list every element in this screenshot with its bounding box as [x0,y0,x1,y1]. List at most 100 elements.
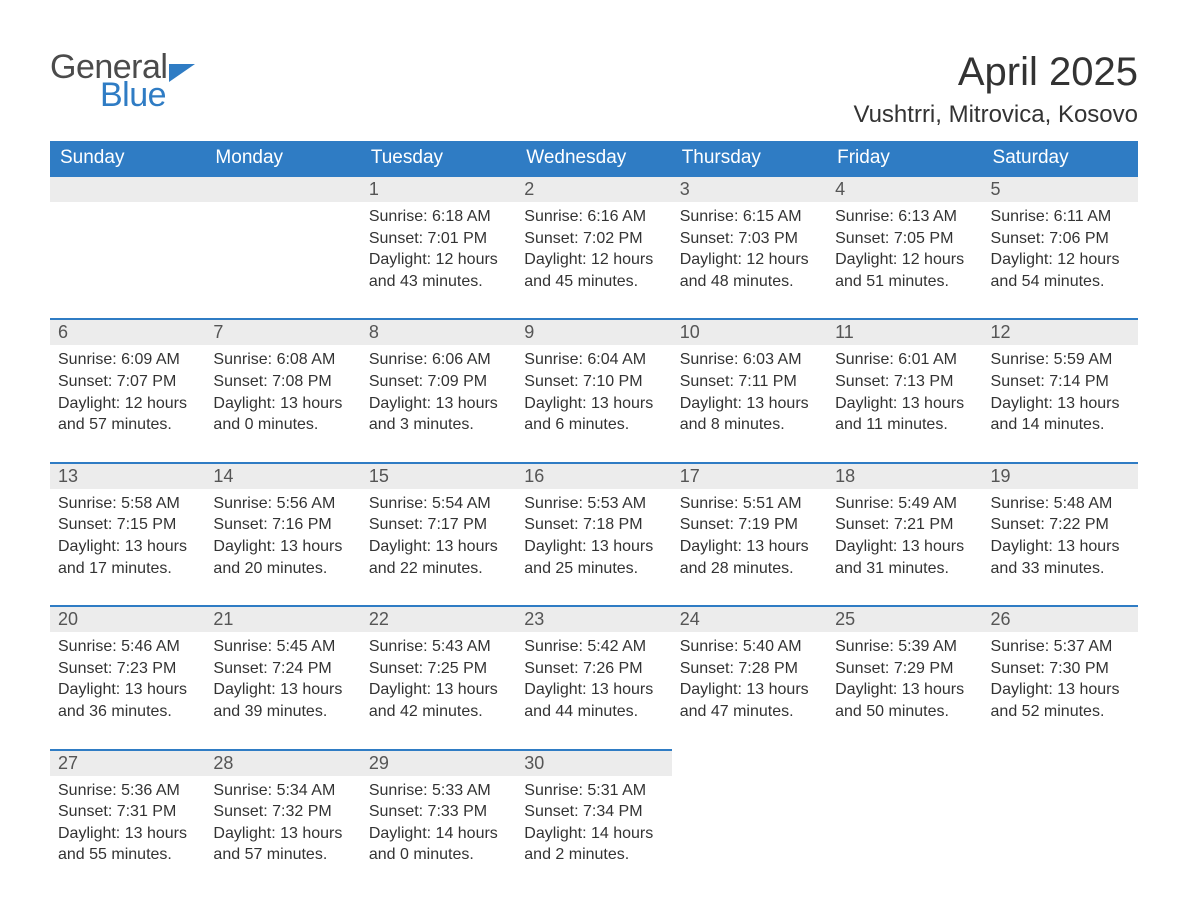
calendar-cell: 4Sunrise: 6:13 AMSunset: 7:05 PMDaylight… [827,176,982,319]
day-line-sunset: Sunset: 7:33 PM [369,801,508,823]
day-line-sunrise: Sunrise: 5:59 AM [991,349,1130,371]
day-line-dl2: and 57 minutes. [58,414,197,436]
day-body: Sunrise: 5:46 AMSunset: 7:23 PMDaylight:… [50,632,205,748]
day-number: 10 [672,320,827,345]
day-body: Sunrise: 5:36 AMSunset: 7:31 PMDaylight:… [50,776,205,892]
weekday-header: Wednesday [516,141,671,176]
calendar-cell: 26Sunrise: 5:37 AMSunset: 7:30 PMDayligh… [983,606,1138,749]
calendar-cell: 21Sunrise: 5:45 AMSunset: 7:24 PMDayligh… [205,606,360,749]
day-line-dl2: and 48 minutes. [680,271,819,293]
calendar-cell: 22Sunrise: 5:43 AMSunset: 7:25 PMDayligh… [361,606,516,749]
day-number [827,750,982,775]
day-line-dl1: Daylight: 12 hours [680,249,819,271]
day-number: 9 [516,320,671,345]
day-line-sunrise: Sunrise: 5:56 AM [213,493,352,515]
day-line-dl2: and 57 minutes. [213,844,352,866]
day-number: 6 [50,320,205,345]
day-body: Sunrise: 5:45 AMSunset: 7:24 PMDaylight:… [205,632,360,748]
day-body: Sunrise: 5:39 AMSunset: 7:29 PMDaylight:… [827,632,982,748]
weekday-header: Friday [827,141,982,176]
day-line-sunset: Sunset: 7:08 PM [213,371,352,393]
day-line-sunset: Sunset: 7:34 PM [524,801,663,823]
day-body: Sunrise: 5:54 AMSunset: 7:17 PMDaylight:… [361,489,516,605]
day-line-sunrise: Sunrise: 5:46 AM [58,636,197,658]
day-number [205,177,360,202]
calendar-week: 6Sunrise: 6:09 AMSunset: 7:07 PMDaylight… [50,319,1138,462]
calendar-cell: 5Sunrise: 6:11 AMSunset: 7:06 PMDaylight… [983,176,1138,319]
day-line-dl1: Daylight: 13 hours [369,393,508,415]
day-line-dl2: and 36 minutes. [58,701,197,723]
calendar-week: 27Sunrise: 5:36 AMSunset: 7:31 PMDayligh… [50,750,1138,892]
day-body: Sunrise: 5:42 AMSunset: 7:26 PMDaylight:… [516,632,671,748]
day-line-sunset: Sunset: 7:16 PM [213,514,352,536]
day-line-dl2: and 11 minutes. [835,414,974,436]
calendar-body: 1Sunrise: 6:18 AMSunset: 7:01 PMDaylight… [50,176,1138,892]
day-body: Sunrise: 5:31 AMSunset: 7:34 PMDaylight:… [516,776,671,892]
day-number: 2 [516,177,671,202]
day-line-dl1: Daylight: 13 hours [680,679,819,701]
day-body: Sunrise: 6:15 AMSunset: 7:03 PMDaylight:… [672,202,827,318]
day-line-sunrise: Sunrise: 6:04 AM [524,349,663,371]
day-number: 15 [361,464,516,489]
day-body: Sunrise: 5:33 AMSunset: 7:33 PMDaylight:… [361,776,516,892]
day-line-dl2: and 28 minutes. [680,558,819,580]
calendar-page: General Blue April 2025 Vushtrri, Mitrov… [0,0,1188,912]
day-number: 17 [672,464,827,489]
day-body: Sunrise: 6:18 AMSunset: 7:01 PMDaylight:… [361,202,516,318]
day-line-sunrise: Sunrise: 5:31 AM [524,780,663,802]
day-line-dl2: and 25 minutes. [524,558,663,580]
day-number: 23 [516,607,671,632]
calendar-week: 13Sunrise: 5:58 AMSunset: 7:15 PMDayligh… [50,463,1138,606]
day-line-sunset: Sunset: 7:10 PM [524,371,663,393]
calendar-cell: 13Sunrise: 5:58 AMSunset: 7:15 PMDayligh… [50,463,205,606]
day-line-dl2: and 47 minutes. [680,701,819,723]
day-line-sunset: Sunset: 7:02 PM [524,228,663,250]
day-line-dl2: and 45 minutes. [524,271,663,293]
calendar-cell: 18Sunrise: 5:49 AMSunset: 7:21 PMDayligh… [827,463,982,606]
day-line-sunset: Sunset: 7:30 PM [991,658,1130,680]
day-number: 26 [983,607,1138,632]
day-number: 8 [361,320,516,345]
day-line-sunset: Sunset: 7:22 PM [991,514,1130,536]
day-line-sunset: Sunset: 7:13 PM [835,371,974,393]
day-line-dl2: and 44 minutes. [524,701,663,723]
day-body: Sunrise: 5:37 AMSunset: 7:30 PMDaylight:… [983,632,1138,748]
day-line-sunrise: Sunrise: 5:58 AM [58,493,197,515]
day-line-dl2: and 52 minutes. [991,701,1130,723]
day-line-dl1: Daylight: 14 hours [369,823,508,845]
day-number: 19 [983,464,1138,489]
day-body: Sunrise: 6:11 AMSunset: 7:06 PMDaylight:… [983,202,1138,318]
day-line-sunset: Sunset: 7:03 PM [680,228,819,250]
day-line-sunset: Sunset: 7:25 PM [369,658,508,680]
day-body: Sunrise: 5:43 AMSunset: 7:25 PMDaylight:… [361,632,516,748]
day-number: 18 [827,464,982,489]
day-line-dl1: Daylight: 13 hours [524,679,663,701]
day-line-sunset: Sunset: 7:01 PM [369,228,508,250]
calendar-week: 1Sunrise: 6:18 AMSunset: 7:01 PMDaylight… [50,176,1138,319]
calendar-cell: 6Sunrise: 6:09 AMSunset: 7:07 PMDaylight… [50,319,205,462]
day-line-dl1: Daylight: 13 hours [991,679,1130,701]
day-line-dl2: and 8 minutes. [680,414,819,436]
day-line-dl1: Daylight: 14 hours [524,823,663,845]
day-line-sunset: Sunset: 7:14 PM [991,371,1130,393]
day-line-dl1: Daylight: 13 hours [58,823,197,845]
day-line-sunset: Sunset: 7:05 PM [835,228,974,250]
title-block: April 2025 Vushtrri, Mitrovica, Kosovo [853,50,1138,129]
calendar-cell: 7Sunrise: 6:08 AMSunset: 7:08 PMDaylight… [205,319,360,462]
day-line-sunset: Sunset: 7:26 PM [524,658,663,680]
day-line-sunset: Sunset: 7:31 PM [58,801,197,823]
calendar-cell: 25Sunrise: 5:39 AMSunset: 7:29 PMDayligh… [827,606,982,749]
day-line-sunrise: Sunrise: 5:42 AM [524,636,663,658]
day-line-sunset: Sunset: 7:15 PM [58,514,197,536]
calendar-cell: 1Sunrise: 6:18 AMSunset: 7:01 PMDaylight… [361,176,516,319]
calendar-cell: 23Sunrise: 5:42 AMSunset: 7:26 PMDayligh… [516,606,671,749]
day-line-sunrise: Sunrise: 5:49 AM [835,493,974,515]
header: General Blue April 2025 Vushtrri, Mitrov… [50,50,1138,129]
day-number: 4 [827,177,982,202]
day-body: Sunrise: 6:01 AMSunset: 7:13 PMDaylight:… [827,345,982,461]
day-line-sunset: Sunset: 7:21 PM [835,514,974,536]
day-body: Sunrise: 6:13 AMSunset: 7:05 PMDaylight:… [827,202,982,318]
day-line-sunset: Sunset: 7:18 PM [524,514,663,536]
day-line-sunrise: Sunrise: 5:43 AM [369,636,508,658]
day-line-dl2: and 55 minutes. [58,844,197,866]
